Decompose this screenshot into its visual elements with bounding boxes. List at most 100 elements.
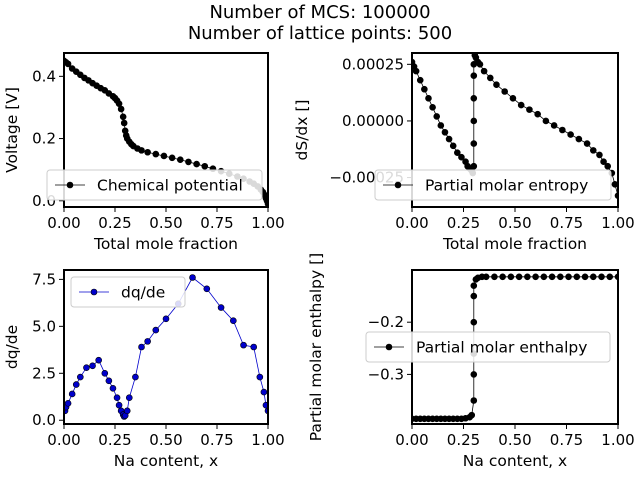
legend-box bbox=[70, 276, 186, 308]
y-tick-label: 0.00000 bbox=[342, 112, 404, 130]
data-point bbox=[470, 72, 478, 79]
data-point bbox=[600, 158, 607, 166]
data-point bbox=[548, 273, 556, 281]
data-point bbox=[72, 381, 80, 388]
x-tick-label: 0.00 bbox=[395, 214, 428, 232]
legend-label: Partial molar enthalpy bbox=[416, 339, 587, 357]
x-tick-label: 0.75 bbox=[200, 431, 233, 449]
data-point bbox=[470, 117, 478, 125]
data-point bbox=[606, 273, 614, 281]
data-point bbox=[115, 401, 123, 409]
data-point bbox=[526, 106, 533, 113]
data-point bbox=[83, 364, 90, 371]
data-point bbox=[581, 273, 589, 281]
data-point bbox=[109, 385, 117, 392]
y-tick-label: −0.2 bbox=[368, 313, 404, 331]
data-point bbox=[117, 105, 125, 113]
data-point bbox=[176, 156, 184, 164]
data-point bbox=[230, 317, 237, 325]
legend-box bbox=[365, 331, 611, 363]
x-tick-label: 0.50 bbox=[498, 214, 531, 232]
data-point bbox=[598, 273, 605, 281]
y-tick-label: 2.5 bbox=[32, 364, 56, 382]
data-point bbox=[482, 273, 490, 281]
data-point bbox=[262, 401, 268, 409]
data-point bbox=[470, 292, 478, 300]
axes-frame bbox=[411, 52, 619, 208]
series-markers bbox=[412, 53, 618, 199]
data-point bbox=[201, 162, 209, 170]
data-point bbox=[123, 407, 131, 415]
data-point bbox=[132, 373, 139, 381]
x-tick-label: 0.50 bbox=[498, 431, 531, 449]
data-point bbox=[433, 113, 441, 120]
data-point bbox=[421, 85, 428, 93]
x-tick-label: 0.75 bbox=[200, 214, 233, 232]
data-point bbox=[445, 135, 453, 143]
data-point bbox=[189, 274, 196, 281]
axes-frame bbox=[63, 52, 269, 208]
y-axis-label: dq/de bbox=[3, 325, 21, 369]
legend-label: dq/de bbox=[121, 284, 165, 302]
data-point bbox=[589, 147, 597, 154]
data-point bbox=[589, 273, 597, 281]
data-point bbox=[68, 390, 76, 398]
data-point bbox=[540, 273, 548, 281]
data-point bbox=[458, 153, 465, 161]
data-point bbox=[596, 151, 603, 159]
chart-panel-2: 0.00 0.25 0.50 0.75 1.00−0.000250.000000.000… bbox=[293, 52, 635, 253]
data-point bbox=[119, 113, 127, 121]
y-tick-label: 5.0 bbox=[32, 317, 56, 335]
x-tick-label: 1.00 bbox=[601, 214, 634, 232]
axes-frame bbox=[63, 269, 269, 425]
data-point bbox=[250, 343, 258, 351]
x-axis-label: Na content, x bbox=[114, 452, 218, 470]
x-tick-label: 0.00 bbox=[395, 431, 428, 449]
data-point bbox=[120, 119, 128, 127]
data-point bbox=[491, 273, 498, 281]
x-tick-label: 0.00 bbox=[47, 431, 80, 449]
data-point bbox=[152, 150, 160, 158]
data-point bbox=[256, 373, 264, 381]
data-point bbox=[567, 131, 574, 138]
x-tick-label: 1.00 bbox=[601, 431, 634, 449]
data-point bbox=[499, 273, 506, 281]
data-point bbox=[550, 122, 558, 129]
data-point bbox=[260, 388, 268, 396]
x-tick-label: 0.25 bbox=[98, 431, 131, 449]
data-point bbox=[125, 394, 133, 402]
x-tick-label: 1.00 bbox=[251, 214, 284, 232]
data-point bbox=[583, 140, 591, 147]
y-tick-label: −0.3 bbox=[368, 365, 404, 383]
data-point bbox=[480, 67, 488, 75]
legend-box bbox=[374, 169, 612, 201]
y-tick-label: 0.00025 bbox=[342, 55, 404, 73]
data-point bbox=[449, 142, 457, 150]
x-tick-label: 0.75 bbox=[550, 431, 583, 449]
y-tick-label: 0.2 bbox=[32, 130, 56, 148]
data-point bbox=[113, 394, 121, 402]
data-point bbox=[509, 94, 517, 102]
data-point bbox=[412, 67, 420, 75]
data-point bbox=[168, 154, 176, 162]
data-point bbox=[185, 158, 192, 166]
x-tick-label: 0.75 bbox=[550, 214, 583, 232]
data-point bbox=[162, 315, 170, 323]
data-point bbox=[507, 273, 515, 281]
data-point bbox=[470, 94, 478, 102]
data-point bbox=[77, 373, 84, 381]
data-point bbox=[470, 397, 478, 404]
figure-title-line-2: Number of lattice points: 500 bbox=[187, 23, 453, 44]
x-tick-label: 0.25 bbox=[447, 431, 480, 449]
y-axis-label: dS/dx [] bbox=[293, 100, 311, 161]
data-point bbox=[515, 273, 523, 281]
legend-marker bbox=[66, 181, 74, 189]
data-point bbox=[217, 304, 225, 311]
data-point bbox=[160, 152, 168, 160]
data-point bbox=[64, 400, 72, 407]
data-point bbox=[559, 126, 566, 134]
data-point bbox=[89, 362, 96, 370]
chart-panel-3: 0.00 0.25 0.50 0.75 1.00 0.0 2.5 5.0 7.5 Na conte… bbox=[3, 269, 285, 470]
data-point bbox=[532, 273, 539, 281]
